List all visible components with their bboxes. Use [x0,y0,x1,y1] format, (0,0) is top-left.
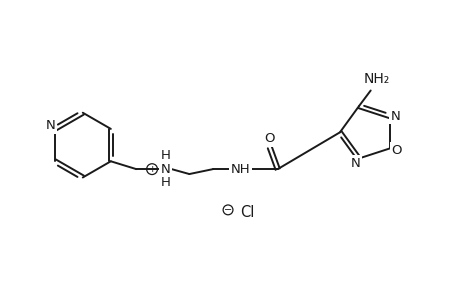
Text: O: O [391,144,401,157]
Text: O: O [264,132,274,145]
Text: N: N [161,163,170,176]
Text: NH₂: NH₂ [363,72,389,86]
Text: N: N [350,157,360,170]
Text: NH: NH [230,163,250,176]
Text: −: − [224,205,232,215]
Text: +: + [148,165,156,174]
Text: H: H [161,176,170,189]
Text: N: N [46,119,56,133]
Text: Cl: Cl [239,205,254,220]
Text: H: H [161,149,170,162]
Text: N: N [390,110,399,123]
